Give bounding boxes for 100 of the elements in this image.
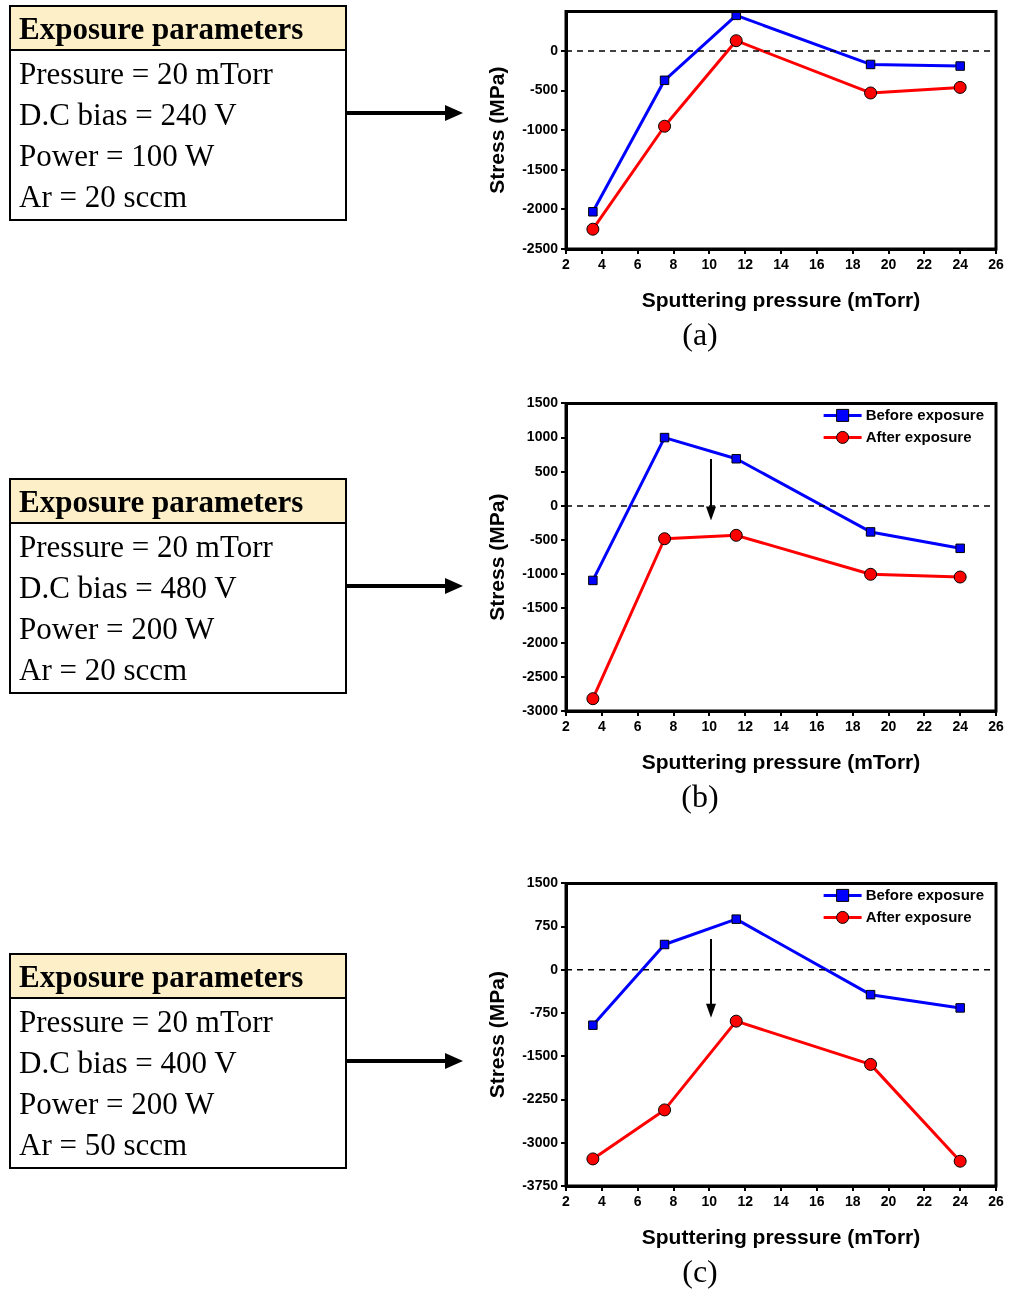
x-tick-label: 18 <box>844 1193 861 1210</box>
point <box>955 61 965 71</box>
y-tick-label: 1500 <box>526 394 559 411</box>
x-axis-title: Sputtering pressure (mTorr) <box>641 750 921 774</box>
x-tick-label: 2 <box>562 256 571 273</box>
point <box>729 1014 743 1028</box>
y-tick-label: 0 <box>550 960 559 977</box>
x-tick-label: 16 <box>809 1193 825 1210</box>
point <box>658 1103 672 1117</box>
x-tick-label: 24 <box>952 1193 969 1210</box>
text: Pressure = 20 mTorr <box>18 528 274 566</box>
text: Pressure = 20 mTorr <box>18 55 274 93</box>
text: D.C bias = 400 V <box>18 1044 238 1082</box>
x-tick-label: 22 <box>916 718 933 735</box>
x-tick-label: 14 <box>773 256 789 273</box>
y-tick-label: -1500 <box>522 599 559 616</box>
point <box>588 1020 598 1030</box>
y-tick-label: -3750 <box>522 1176 559 1193</box>
y-tick-label: -500 <box>529 530 559 547</box>
x-tick-label: 14 <box>773 1193 789 1210</box>
x-tick-label: 4 <box>597 1193 606 1210</box>
y-tick-label: -3000 <box>522 1133 559 1150</box>
x-tick-label: 2 <box>562 1193 571 1210</box>
text: Exposure parameters <box>11 480 345 524</box>
text: Exposure parameters <box>11 955 345 999</box>
y-tick-label: -3000 <box>522 701 559 718</box>
x-tick-label: 6 <box>633 1193 642 1210</box>
y-tick-label: -1000 <box>522 121 559 138</box>
point <box>864 567 878 581</box>
y-tick-label: 1500 <box>526 874 559 891</box>
text: (c) <box>681 1253 719 1290</box>
point <box>865 989 876 1000</box>
point <box>865 527 876 537</box>
text: D.C bias = 480 V <box>18 569 238 607</box>
x-tick-label: 8 <box>669 718 678 735</box>
point <box>659 75 670 86</box>
y-tick-label: -1500 <box>522 160 559 177</box>
point <box>953 1154 967 1168</box>
x-tick-label: 20 <box>880 256 897 273</box>
x-tick-label: 22 <box>916 1193 933 1210</box>
y-tick-label: -2250 <box>522 1090 559 1107</box>
x-tick-label: 24 <box>952 718 969 735</box>
legend-label: After exposure <box>865 427 972 445</box>
y-tick-label: -1500 <box>522 1047 559 1064</box>
x-tick-label: 10 <box>701 718 718 735</box>
point <box>658 532 672 546</box>
x-tick-label: 16 <box>809 256 825 273</box>
x-tick-label: 12 <box>737 718 754 735</box>
y-tick-label: -2500 <box>522 667 559 684</box>
x-tick-label: 18 <box>844 256 861 273</box>
x-tick-label: 26 <box>988 718 1004 735</box>
x-tick-label: 26 <box>988 256 1004 273</box>
y-tick-label: -2000 <box>522 633 559 650</box>
point <box>729 34 743 48</box>
x-tick-label: 8 <box>669 256 678 273</box>
text: D.C bias = 240 V <box>18 96 238 134</box>
x-tick-label: 4 <box>597 718 606 735</box>
point <box>588 575 598 586</box>
point <box>865 59 876 70</box>
text: (a) <box>681 316 719 353</box>
text: Pressure = 20 mTorr <box>18 1003 274 1041</box>
text: Ar = 50 sccm <box>18 1126 189 1164</box>
point <box>588 207 598 217</box>
text: Power = 200 W <box>18 1085 216 1123</box>
point <box>659 432 670 443</box>
y-axis-title: Stress (MPa) <box>485 493 509 621</box>
x-tick-label: 26 <box>988 1193 1004 1210</box>
y-tick-label: -500 <box>529 81 559 98</box>
x-tick-label: 6 <box>633 256 642 273</box>
y-tick-label: 750 <box>534 917 559 934</box>
point <box>953 570 967 584</box>
x-tick-label: 16 <box>809 718 825 735</box>
point <box>729 528 743 542</box>
x-tick-label: 18 <box>844 718 861 735</box>
x-tick-label: 10 <box>701 256 718 273</box>
x-tick-label: 12 <box>737 1193 754 1210</box>
y-tick-label: -1000 <box>522 565 559 582</box>
x-tick-label: 14 <box>773 718 789 735</box>
x-tick-label: 8 <box>669 1193 678 1210</box>
x-tick-label: 24 <box>952 256 969 273</box>
x-tick-label: 4 <box>597 256 606 273</box>
point <box>731 454 741 464</box>
legend-label: Before exposure <box>865 885 984 903</box>
point <box>586 1152 600 1166</box>
text: Power = 100 W <box>18 137 216 175</box>
text: Power = 200 W <box>18 610 216 648</box>
text: Ar = 20 sccm <box>18 178 189 216</box>
x-tick-label: 20 <box>880 1193 897 1210</box>
y-tick-label: 500 <box>534 462 559 479</box>
point <box>953 80 967 94</box>
point <box>864 1057 878 1071</box>
point <box>955 543 965 554</box>
x-tick-label: 12 <box>737 256 754 273</box>
point <box>955 1003 965 1013</box>
point <box>731 914 741 924</box>
point <box>659 939 670 950</box>
y-tick-label: 0 <box>550 496 559 513</box>
y-tick-label: 1000 <box>526 428 559 445</box>
x-tick-label: 22 <box>916 256 933 273</box>
y-tick-label: 0 <box>550 41 559 58</box>
